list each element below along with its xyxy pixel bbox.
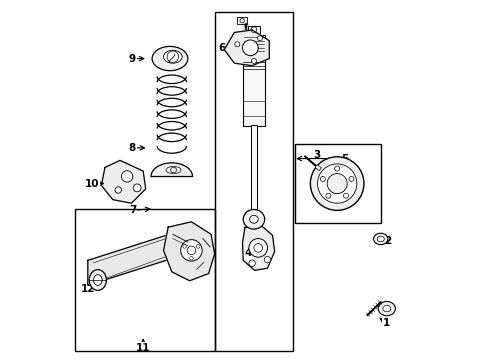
Circle shape (133, 184, 141, 192)
Text: 3: 3 (313, 150, 320, 160)
Circle shape (181, 240, 202, 261)
Circle shape (257, 36, 263, 41)
Circle shape (249, 239, 268, 257)
Circle shape (243, 40, 258, 56)
Ellipse shape (164, 50, 182, 63)
Circle shape (318, 164, 357, 203)
Text: 5: 5 (342, 154, 349, 163)
Polygon shape (243, 225, 275, 270)
Text: 9: 9 (129, 54, 136, 64)
Ellipse shape (373, 233, 388, 245)
Circle shape (196, 245, 200, 248)
Bar (251, 125, 257, 208)
Polygon shape (151, 163, 193, 176)
Circle shape (235, 42, 240, 47)
Circle shape (327, 174, 347, 194)
Bar (315, 165, 321, 171)
Text: 6: 6 (218, 43, 225, 53)
Polygon shape (88, 232, 177, 285)
Text: 7: 7 (129, 205, 136, 215)
Bar (215, 12, 293, 351)
Circle shape (335, 166, 340, 171)
Circle shape (115, 187, 122, 193)
Circle shape (320, 176, 325, 181)
Text: 4: 4 (245, 248, 252, 258)
Circle shape (343, 193, 348, 198)
Ellipse shape (383, 305, 391, 312)
Ellipse shape (152, 46, 188, 71)
Text: 2: 2 (384, 236, 392, 246)
Bar (295, 144, 381, 223)
Ellipse shape (243, 210, 265, 229)
Bar (75, 208, 215, 351)
Circle shape (183, 245, 186, 248)
Text: 1: 1 (383, 318, 390, 328)
Text: 11: 11 (136, 343, 150, 353)
Text: 8: 8 (129, 143, 136, 153)
Text: 10: 10 (85, 179, 99, 189)
Polygon shape (101, 160, 146, 203)
Circle shape (122, 171, 133, 182)
Ellipse shape (378, 301, 395, 316)
Text: 12: 12 (80, 284, 95, 294)
Circle shape (310, 157, 364, 210)
Circle shape (249, 260, 255, 266)
Ellipse shape (89, 270, 106, 291)
Ellipse shape (377, 236, 384, 242)
Bar (243, 35, 265, 53)
Polygon shape (164, 222, 215, 281)
Polygon shape (224, 30, 270, 66)
Circle shape (264, 256, 270, 263)
Circle shape (349, 176, 354, 181)
Bar (243, 55, 265, 126)
Circle shape (190, 256, 193, 260)
Bar (247, 26, 260, 33)
Bar (238, 18, 247, 24)
Circle shape (251, 58, 256, 63)
Ellipse shape (249, 215, 258, 223)
Circle shape (326, 193, 331, 198)
Ellipse shape (94, 275, 102, 285)
